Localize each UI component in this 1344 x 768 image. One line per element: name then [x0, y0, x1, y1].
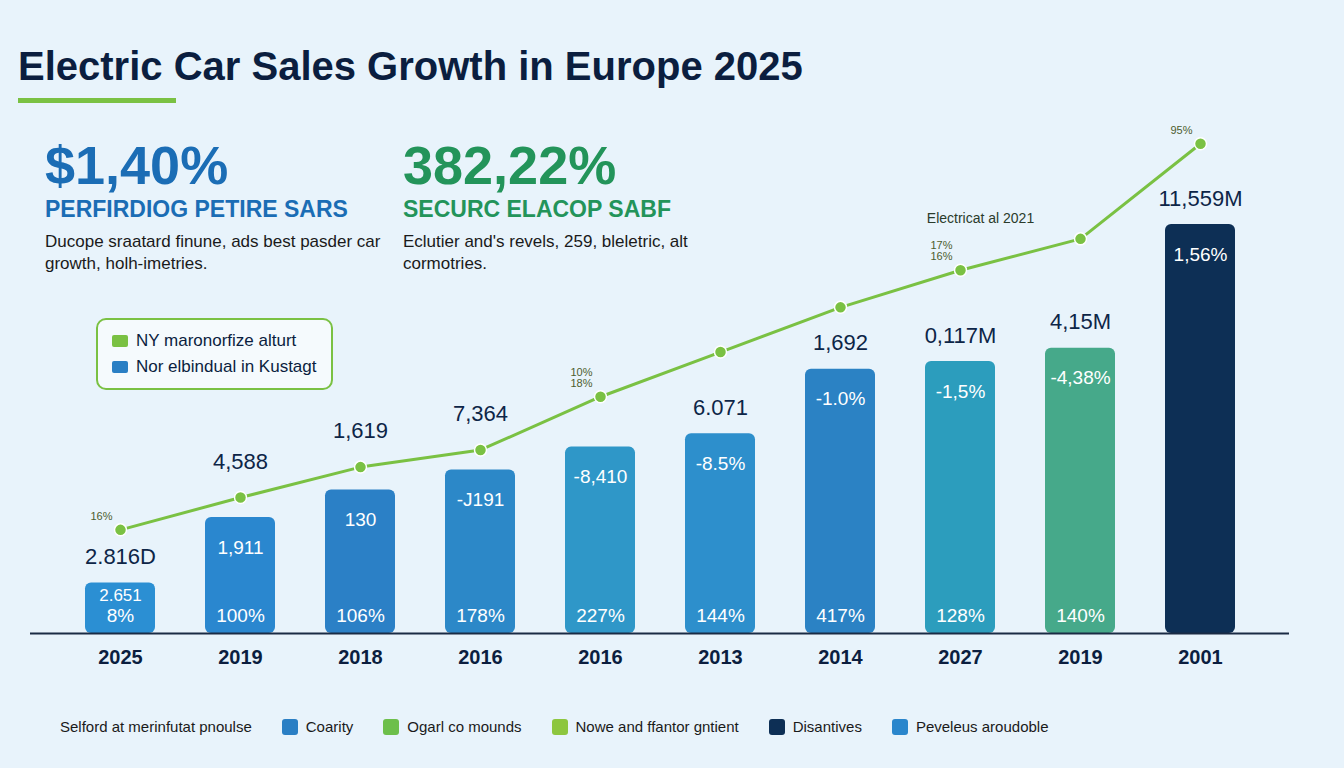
svg-text:417%: 417%: [816, 605, 865, 626]
svg-text:2027: 2027: [938, 646, 983, 668]
html-text:Eclutier and's revels, 259, bl: Eclutier and's revels, 259, bleletric, a…: [403, 232, 688, 274]
svg-text:144%: 144%: [696, 605, 745, 626]
svg-text:-1.0%: -1.0%: [816, 388, 866, 409]
html-text:Ogarl co mounds: Ogarl co mounds: [407, 718, 522, 735]
svg-text:1,911: 1,911: [217, 537, 263, 558]
svg-text:11,559M: 11,559M: [1159, 186, 1243, 211]
svg-text:2014: 2014: [818, 646, 863, 668]
svg-text:2025: 2025: [98, 646, 143, 668]
html-text:Ducope sraatard finune, ads be: Ducope sraatard finune, ads best pasder …: [45, 232, 381, 274]
html-text:Nowe and ffantor gntient: Nowe and ffantor gntient: [575, 718, 739, 735]
svg-text:130: 130: [345, 509, 377, 530]
svg-text:2.816D: 2.816D: [85, 544, 156, 569]
html-text:Selford at merinfutat pnoulse: Selford at merinfutat pnoulse: [60, 718, 252, 735]
svg-text:2018: 2018: [338, 646, 383, 668]
html-text:Nor elbindual in Kustagt: Nor elbindual in Kustagt: [136, 357, 317, 376]
html-text:382,22%: 382,22%: [403, 135, 617, 195]
svg-text:0,117M: 0,117M: [925, 323, 997, 348]
svg-text:1,692: 1,692: [813, 330, 868, 355]
svg-text:-J191: -J191: [457, 489, 505, 510]
html-text:Disantives: Disantives: [792, 718, 862, 735]
svg-text:140%: 140%: [1056, 605, 1105, 626]
svg-text:2019: 2019: [218, 646, 263, 668]
svg-text:6.071: 6.071: [693, 395, 748, 420]
svg-text:128%: 128%: [936, 605, 985, 626]
svg-text:10%18%: 10%18%: [570, 366, 592, 389]
svg-text:2013: 2013: [698, 646, 743, 668]
svg-text:Electricat al 2021: Electricat al 2021: [927, 210, 1035, 226]
svg-text:1,56%: 1,56%: [1174, 244, 1228, 265]
svg-text:227%: 227%: [576, 605, 625, 626]
html-text:Coarity: Coarity: [305, 718, 354, 735]
svg-text:100%: 100%: [216, 605, 265, 626]
svg-text:4,15M: 4,15M: [1050, 309, 1111, 334]
svg-text:2019: 2019: [1058, 646, 1103, 668]
svg-text:-4,38%: -4,38%: [1050, 367, 1110, 388]
html-text:$1,40%: $1,40%: [45, 135, 229, 195]
html-text:Peveleus aroudoble: Peveleus aroudoble: [915, 718, 1049, 735]
svg-text:106%: 106%: [336, 605, 385, 626]
svg-text:4,588: 4,588: [213, 449, 268, 474]
svg-text:8%: 8%: [107, 605, 135, 626]
svg-text:178%: 178%: [456, 605, 505, 626]
svg-text:-1,5%: -1,5%: [936, 381, 986, 402]
svg-text:2016: 2016: [458, 646, 503, 668]
html-text:Electric Car Sales Growth in E: Electric Car Sales Growth in Europe 2025: [18, 44, 803, 88]
html-text:PERFIRDIOG PETIRE SARS: PERFIRDIOG PETIRE SARS: [45, 196, 348, 222]
html-text:SECURC ELACOP SABF: SECURC ELACOP SABF: [403, 196, 671, 222]
svg-text:2001: 2001: [1178, 646, 1223, 668]
svg-text:1,619: 1,619: [333, 418, 388, 443]
svg-text:95%: 95%: [1170, 124, 1192, 136]
svg-text:16%: 16%: [90, 510, 112, 522]
svg-text:-8,410: -8,410: [574, 466, 628, 487]
html-text:NY maronorfize alturt: NY maronorfize alturt: [136, 331, 297, 350]
svg-text:2016: 2016: [578, 646, 623, 668]
svg-text:-8.5%: -8.5%: [696, 453, 746, 474]
svg-text:17%16%: 17%16%: [930, 239, 952, 262]
svg-text:2.651: 2.651: [99, 586, 142, 605]
svg-text:7,364: 7,364: [453, 401, 508, 426]
